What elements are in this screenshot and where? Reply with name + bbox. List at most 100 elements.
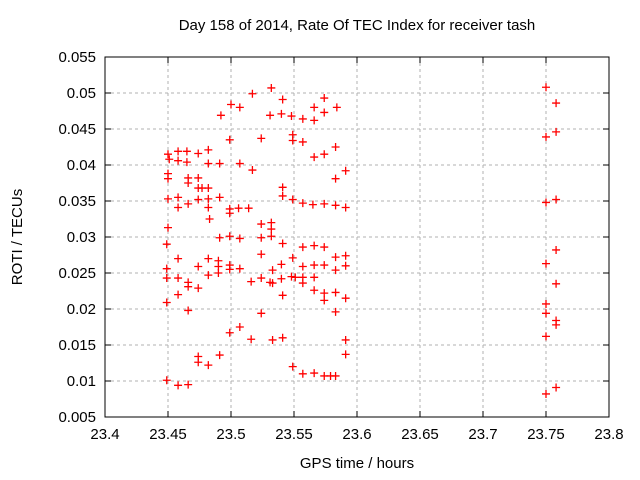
data-point (194, 149, 203, 158)
y-tick-label: 0.035 (58, 193, 96, 210)
data-point (234, 204, 243, 213)
data-point (320, 243, 329, 252)
data-point (278, 239, 287, 248)
data-point (235, 103, 244, 112)
data-point (320, 261, 329, 270)
data-point (542, 198, 550, 207)
data-point (331, 307, 340, 316)
data-point (174, 290, 183, 299)
data-point (542, 259, 550, 268)
data-point (277, 260, 286, 269)
data-point (162, 376, 171, 385)
data-point (225, 265, 234, 274)
data-point (182, 158, 191, 167)
data-point (184, 282, 193, 291)
data-point (308, 200, 317, 209)
x-tick-label: 23.65 (401, 426, 439, 443)
data-point (341, 251, 350, 260)
data-point (162, 274, 171, 283)
data-point (204, 145, 213, 154)
data-point (288, 253, 297, 262)
data-point (184, 380, 193, 389)
y-tick-label: 0.015 (58, 337, 96, 354)
data-point (174, 274, 183, 283)
data-point (310, 273, 319, 282)
data-point (310, 116, 319, 125)
x-tick-label: 23.5 (216, 426, 245, 443)
data-point (332, 103, 341, 112)
data-point (235, 234, 244, 243)
data-point (174, 381, 183, 390)
data-point (204, 271, 213, 280)
data-point (267, 232, 276, 241)
data-point (235, 264, 244, 273)
data-point (278, 333, 287, 342)
data-point (320, 108, 329, 117)
data-point (331, 266, 340, 275)
data-point (287, 112, 296, 121)
data-point (164, 194, 172, 203)
data-point (257, 274, 266, 283)
data-point (164, 223, 172, 232)
x-tick-label: 23.75 (527, 426, 565, 443)
data-point (266, 111, 275, 120)
tick-marks (104, 56, 610, 418)
data-point (552, 279, 561, 288)
data-point (194, 358, 203, 367)
data-point (542, 132, 550, 141)
data-point (244, 204, 253, 213)
data-point (225, 328, 234, 337)
x-tick-label: 23.6 (342, 426, 371, 443)
data-point (165, 155, 174, 164)
data-point (298, 114, 307, 123)
data-point (235, 323, 244, 331)
data-point (278, 191, 287, 200)
data-point (215, 351, 224, 360)
data-point (287, 272, 296, 281)
data-point (174, 254, 183, 263)
data-point (204, 159, 213, 168)
data-point (248, 166, 257, 175)
data-point (225, 232, 234, 241)
data-point (194, 262, 203, 271)
data-point (552, 127, 561, 136)
data-point (298, 137, 307, 146)
data-point (257, 250, 266, 259)
data-point (331, 174, 340, 183)
y-tick-label: 0.04 (67, 157, 96, 174)
x-tick-label: 23.45 (149, 426, 187, 443)
data-point (542, 299, 550, 308)
data-point (184, 199, 193, 208)
data-point (257, 134, 266, 143)
y-tick-label: 0.05 (67, 85, 96, 102)
data-point (182, 147, 191, 156)
x-tick-label: 23.7 (468, 426, 497, 443)
data-point (174, 203, 183, 212)
data-point (320, 296, 329, 305)
data-points (162, 83, 561, 398)
data-point (257, 309, 266, 318)
data-point (205, 215, 214, 223)
data-point (247, 335, 256, 344)
data-point (268, 335, 277, 344)
data-point (257, 233, 266, 242)
x-tick-label: 23.4 (90, 426, 119, 443)
y-tick-label: 0.02 (67, 301, 96, 318)
data-point (288, 195, 297, 204)
data-point (162, 298, 171, 307)
data-point (235, 159, 244, 168)
data-point (194, 173, 203, 182)
y-tick-label: 0.045 (58, 121, 96, 138)
data-point (288, 136, 297, 145)
data-point (162, 240, 171, 249)
data-point (341, 335, 350, 344)
data-point (341, 166, 350, 175)
data-point (267, 225, 276, 234)
y-tick-label: 0.01 (67, 373, 96, 390)
data-point (278, 291, 287, 300)
data-point (268, 279, 277, 288)
data-point (194, 284, 203, 293)
data-point (331, 371, 340, 380)
data-point (552, 320, 561, 329)
data-point (552, 195, 561, 204)
